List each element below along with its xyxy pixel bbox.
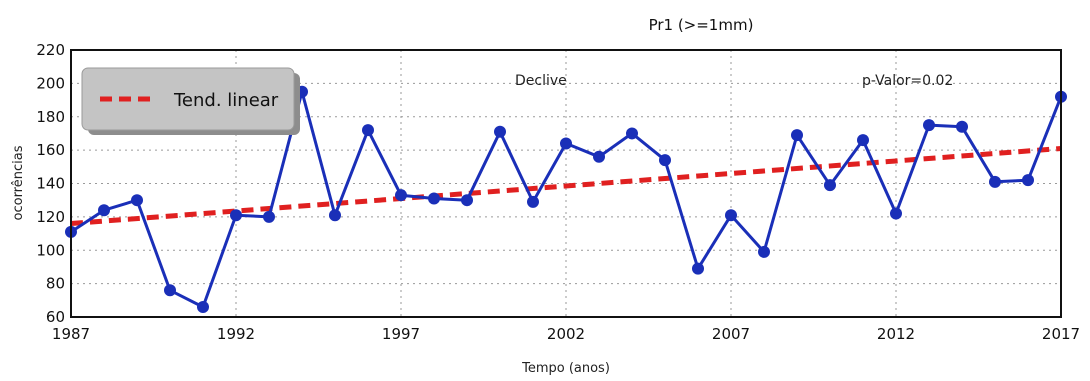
- trend-line: [70, 145, 1062, 227]
- x-tick-label: 2012: [877, 325, 915, 343]
- plot-frame: [70, 49, 1062, 318]
- x-tick-label: 1987: [52, 325, 90, 343]
- data-point: [791, 129, 803, 142]
- data-point: [1022, 174, 1034, 187]
- y-tick-labels: 60 80 100 120 140 160 180 200 220: [36, 41, 65, 326]
- data-point: [923, 119, 935, 132]
- data-point: [659, 154, 671, 167]
- annotation-group: Declive p-Valor=0.02: [515, 73, 953, 89]
- y-tick-label: 140: [36, 175, 65, 193]
- legend-box: [81, 67, 295, 131]
- data-point: [857, 134, 869, 147]
- data-point: [98, 204, 110, 217]
- y-tick-label: 100: [36, 241, 65, 259]
- data-point: [164, 284, 176, 297]
- data-point: [626, 127, 638, 140]
- data-point: [362, 124, 374, 137]
- data-point: [725, 209, 737, 222]
- x-axis-title: Tempo (anos): [521, 361, 610, 376]
- annotation-declive: Declive: [515, 73, 567, 89]
- data-point: [230, 209, 242, 222]
- x-tick-label: 1997: [382, 325, 420, 343]
- annotation-pvalue: p-Valor=0.02: [862, 73, 953, 89]
- data-point: [560, 137, 572, 150]
- data-point: [428, 192, 440, 205]
- data-point: [890, 207, 902, 220]
- data-point: [395, 189, 407, 202]
- data-point: [956, 120, 968, 133]
- data-point: [494, 125, 506, 138]
- data-point: [824, 179, 836, 192]
- y-tick-label: 220: [36, 41, 65, 59]
- data-point: [527, 195, 539, 208]
- y-axis-title: ocorrências: [11, 145, 26, 220]
- x-tick-label: 2002: [547, 325, 585, 343]
- data-point: [263, 210, 275, 223]
- y-tick-label: 180: [36, 108, 65, 126]
- data-point: [197, 300, 209, 313]
- y-tick-label: 160: [36, 141, 65, 159]
- data-point: [593, 150, 605, 163]
- x-tick-label: 1992: [217, 325, 255, 343]
- data-point: [758, 245, 770, 258]
- y-tick-label: 200: [36, 74, 65, 92]
- x-tick-labels: 1987 1992 1997 2002 2007 2012 2017: [52, 325, 1080, 343]
- series-layer: [65, 85, 1067, 313]
- data-point: [461, 194, 473, 207]
- data-point: [131, 194, 143, 207]
- y-tick-label: 80: [46, 275, 65, 293]
- data-point: [692, 262, 704, 275]
- chart-title: Pr1 (>=1mm): [649, 16, 754, 34]
- x-tick-label: 2007: [712, 325, 750, 343]
- x-tick-label: 2017: [1042, 325, 1080, 343]
- data-point: [329, 209, 341, 222]
- y-tick-label: 120: [36, 208, 65, 226]
- legend-label-trend: Tend. linear: [173, 90, 279, 111]
- trend-layer: [70, 145, 1062, 227]
- data-point: [989, 175, 1001, 188]
- y-tick-label: 60: [46, 308, 65, 326]
- legend: Tend. linear: [81, 67, 300, 135]
